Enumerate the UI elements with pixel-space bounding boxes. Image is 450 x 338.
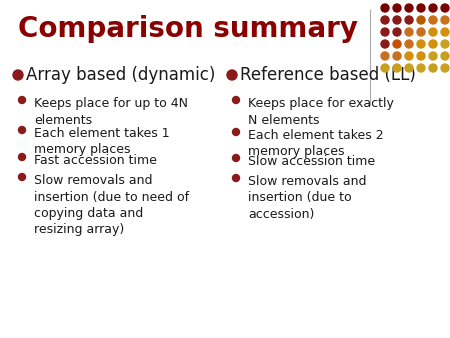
Circle shape xyxy=(405,4,413,12)
Circle shape xyxy=(381,16,389,24)
Circle shape xyxy=(393,28,401,36)
Circle shape xyxy=(405,40,413,48)
Circle shape xyxy=(381,28,389,36)
Text: Keeps place for exactly
N elements: Keeps place for exactly N elements xyxy=(248,97,394,126)
Circle shape xyxy=(227,70,237,80)
Circle shape xyxy=(441,4,449,12)
Text: Array based (dynamic): Array based (dynamic) xyxy=(26,66,216,84)
Circle shape xyxy=(393,52,401,60)
Circle shape xyxy=(393,16,401,24)
Text: Slow removals and
insertion (due to need of
copying data and
resizing array): Slow removals and insertion (due to need… xyxy=(34,174,189,237)
Circle shape xyxy=(381,40,389,48)
Circle shape xyxy=(429,64,437,72)
Circle shape xyxy=(441,64,449,72)
Text: Each element takes 1
memory places: Each element takes 1 memory places xyxy=(34,127,170,156)
Text: Slow removals and
insertion (due to
accession): Slow removals and insertion (due to acce… xyxy=(248,175,366,221)
Circle shape xyxy=(429,28,437,36)
Circle shape xyxy=(381,64,389,72)
Circle shape xyxy=(393,40,401,48)
Text: Each element takes 2
memory places: Each element takes 2 memory places xyxy=(248,129,383,159)
Circle shape xyxy=(13,70,23,80)
Circle shape xyxy=(233,174,239,182)
Circle shape xyxy=(233,154,239,162)
Circle shape xyxy=(233,97,239,103)
Circle shape xyxy=(393,4,401,12)
Circle shape xyxy=(405,52,413,60)
Circle shape xyxy=(405,64,413,72)
Circle shape xyxy=(417,16,425,24)
Circle shape xyxy=(18,173,26,180)
Circle shape xyxy=(417,28,425,36)
Circle shape xyxy=(405,16,413,24)
Circle shape xyxy=(429,4,437,12)
Circle shape xyxy=(417,64,425,72)
Circle shape xyxy=(405,28,413,36)
Text: Fast accession time: Fast accession time xyxy=(34,154,157,167)
Circle shape xyxy=(381,52,389,60)
Circle shape xyxy=(233,128,239,136)
Circle shape xyxy=(441,40,449,48)
Circle shape xyxy=(18,97,26,103)
Circle shape xyxy=(417,40,425,48)
Circle shape xyxy=(441,28,449,36)
Circle shape xyxy=(18,153,26,161)
Circle shape xyxy=(18,126,26,134)
Circle shape xyxy=(441,52,449,60)
Circle shape xyxy=(429,52,437,60)
Circle shape xyxy=(393,64,401,72)
Text: Keeps place for up to 4N
elements: Keeps place for up to 4N elements xyxy=(34,97,188,126)
Circle shape xyxy=(381,4,389,12)
Circle shape xyxy=(429,40,437,48)
Circle shape xyxy=(429,16,437,24)
Text: Comparison summary: Comparison summary xyxy=(18,15,358,43)
Circle shape xyxy=(441,16,449,24)
Circle shape xyxy=(417,4,425,12)
Text: Slow accession time: Slow accession time xyxy=(248,155,375,168)
Text: Reference based (LL): Reference based (LL) xyxy=(240,66,416,84)
Circle shape xyxy=(417,52,425,60)
